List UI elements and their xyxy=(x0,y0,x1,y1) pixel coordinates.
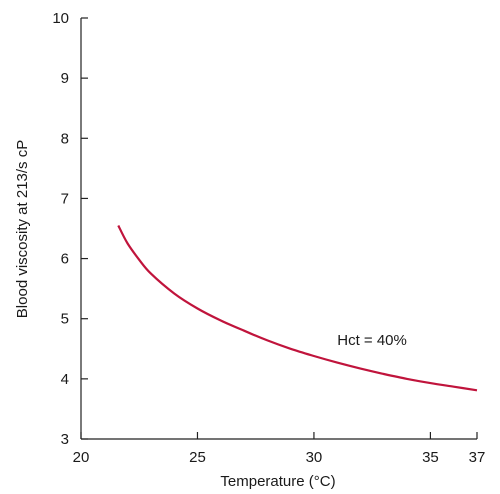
y-axis-ticks: 3 4 5 6 7 8 9 10 xyxy=(52,10,88,448)
x-tick-label: 25 xyxy=(189,449,206,466)
y-tick-label: 6 xyxy=(61,251,69,268)
x-axis-label: Temperature (°C) xyxy=(220,473,335,490)
x-tick-label: 37 xyxy=(469,449,486,466)
axes xyxy=(80,18,477,440)
y-tick-label: 5 xyxy=(61,311,69,328)
y-tick-label: 10 xyxy=(52,10,69,27)
y-tick-label: 8 xyxy=(61,130,69,147)
y-tick-label: 4 xyxy=(61,371,69,388)
viscosity-curve xyxy=(117,225,478,392)
x-tick-label: 20 xyxy=(73,449,90,466)
y-tick-label: 9 xyxy=(61,70,69,87)
y-axis-label: Blood viscosity at 213/s cP xyxy=(14,140,31,318)
x-tick-label: 30 xyxy=(306,449,323,466)
series-annotation: Hct = 40% xyxy=(337,332,407,349)
y-tick-label: 7 xyxy=(61,190,69,207)
x-tick-label: 35 xyxy=(422,449,439,466)
x-axis-ticks: 20 25 30 35 37 xyxy=(73,432,486,466)
series-layer xyxy=(117,225,478,392)
y-tick-label: 3 xyxy=(61,431,69,448)
